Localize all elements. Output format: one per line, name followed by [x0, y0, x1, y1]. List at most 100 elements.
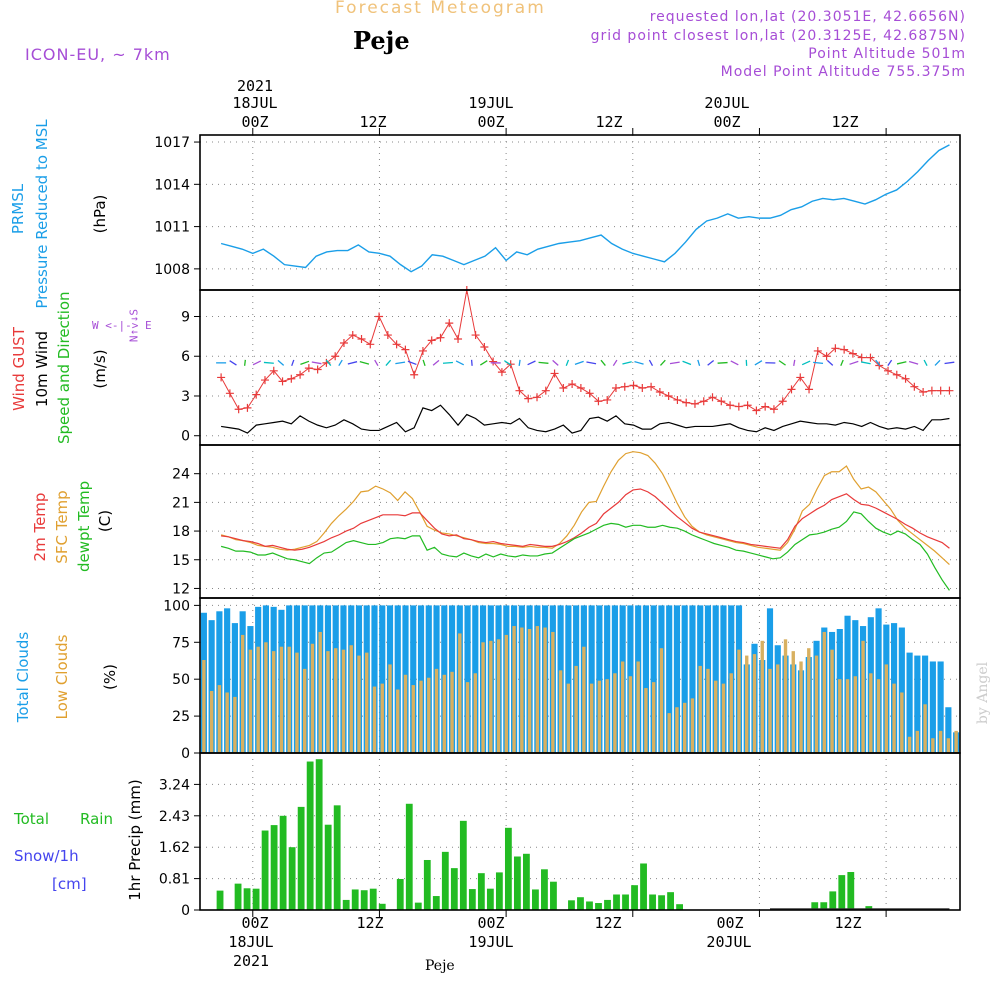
gust-marker — [331, 352, 340, 361]
gust-marker — [287, 374, 296, 383]
low-cloud-bar — [419, 680, 423, 753]
gust-marker — [761, 402, 770, 411]
rain-bar — [622, 894, 629, 910]
gust-marker — [348, 331, 357, 340]
total-cloud-bar — [712, 605, 719, 753]
wind-direction-arrow — [552, 359, 559, 366]
gust-marker — [243, 403, 252, 412]
low-cloud-bar — [334, 648, 338, 753]
low-cloud-bar — [256, 646, 260, 753]
chart-title: Forecast Meteogram — [335, 0, 546, 18]
wind-direction-arrow — [574, 360, 584, 365]
low-cloud-bar — [287, 646, 291, 753]
low-cloud-bar — [597, 680, 602, 753]
rain-bar — [523, 853, 530, 910]
low-cloud-bar — [613, 673, 617, 753]
low-cloud-bar — [884, 664, 889, 753]
low-cloud-bar — [209, 691, 214, 753]
low-cloud-bar — [892, 683, 896, 753]
wind-direction-arrow — [648, 359, 654, 367]
wind-direction-arrow — [385, 359, 392, 366]
top-tick-3: 00Z — [477, 113, 505, 131]
gust-marker — [339, 338, 348, 347]
rain-bar — [640, 863, 647, 910]
footer-location: Peje — [425, 958, 455, 974]
wind-direction-arrow — [347, 361, 358, 365]
total-cloud-bar — [945, 707, 952, 753]
low-cloud-bar — [954, 730, 958, 753]
gust-marker — [260, 376, 269, 385]
wind-direction-arrow — [442, 361, 453, 364]
gust-marker — [296, 370, 305, 379]
rain-bar — [252, 888, 260, 910]
gust-marker — [813, 346, 822, 355]
low-cloud-bar — [427, 677, 431, 753]
total-cloud-bar — [914, 655, 921, 753]
rain-bar — [568, 900, 575, 910]
low-cloud-bar — [349, 645, 353, 753]
rain-bar — [432, 896, 440, 910]
gust-marker — [427, 336, 436, 345]
wind-direction-arrow — [875, 359, 881, 366]
gust-line — [220, 289, 950, 412]
gust-marker — [769, 405, 778, 414]
wind-direction-arrow — [263, 361, 274, 364]
temperature-ytick-label: 15 — [172, 553, 190, 569]
wind-direction-arrow — [586, 361, 597, 365]
low-cloud-bar — [869, 673, 873, 753]
rain-bar — [495, 872, 503, 910]
gust-marker — [840, 345, 849, 354]
total-cloud-bar — [588, 605, 595, 753]
point-altitude: Point Altitude 501m — [808, 46, 966, 62]
wind-direction-arrow — [669, 361, 680, 365]
low-cloud-bar — [776, 664, 780, 753]
rain-bar — [829, 891, 837, 910]
gust-marker — [611, 384, 620, 393]
wind-direction-arrow — [527, 360, 536, 366]
low-cloud-bar — [931, 738, 935, 753]
low-cloud-bar — [659, 648, 664, 753]
bottom-tick-2: 12Z — [356, 914, 384, 932]
wind-direction-arrow — [359, 361, 370, 365]
bottom-date-3: 20JUL — [706, 933, 752, 951]
wind-direction-arrow — [754, 360, 763, 366]
wind-direction-arrow — [860, 361, 871, 365]
total-cloud-bar — [650, 605, 657, 753]
low-cloud-bar — [504, 634, 509, 753]
low-cloud-bar — [403, 674, 408, 753]
wind-ytick-label: 6 — [181, 349, 190, 365]
rain-bar — [414, 902, 422, 910]
gust-marker — [796, 373, 805, 382]
wind-direction-arrow — [407, 360, 417, 366]
low-cloud-bar — [698, 665, 702, 753]
wind-direction-arrow — [291, 359, 295, 367]
pressure-ytick-label: 1017 — [154, 135, 190, 151]
gust-marker — [752, 406, 761, 415]
sfc-temp-line — [220, 451, 950, 565]
low-cloud-bar — [791, 651, 795, 753]
wind-direction-arrow — [422, 359, 426, 367]
gust-marker — [576, 384, 585, 393]
rain-bar — [604, 899, 611, 910]
temp-2m-line — [221, 488, 950, 551]
low-cloud-bar — [473, 673, 477, 753]
total-cloud-bar — [216, 611, 223, 753]
wind-direction-arrow — [813, 361, 824, 365]
low-cloud-bar — [450, 671, 454, 753]
gust-marker — [357, 335, 366, 344]
wind-ytick-label: 3 — [181, 389, 190, 405]
wind-direction-arrow — [338, 359, 343, 367]
rain-bar — [595, 903, 602, 910]
low-cloud-bar — [938, 730, 943, 753]
precip-ytick-label: 1.62 — [159, 840, 190, 856]
rain-bar — [486, 888, 494, 910]
wind-direction-arrow — [730, 360, 739, 366]
gust-marker — [884, 366, 893, 375]
gust-marker — [726, 401, 735, 410]
low-cloud-bar — [520, 627, 524, 753]
gust-marker — [375, 312, 384, 321]
rain-label-2: Rain — [80, 810, 113, 828]
precip-ytick-label: 0.81 — [159, 872, 190, 888]
low-cloud-bar — [248, 649, 253, 753]
rain-bar — [306, 761, 314, 910]
